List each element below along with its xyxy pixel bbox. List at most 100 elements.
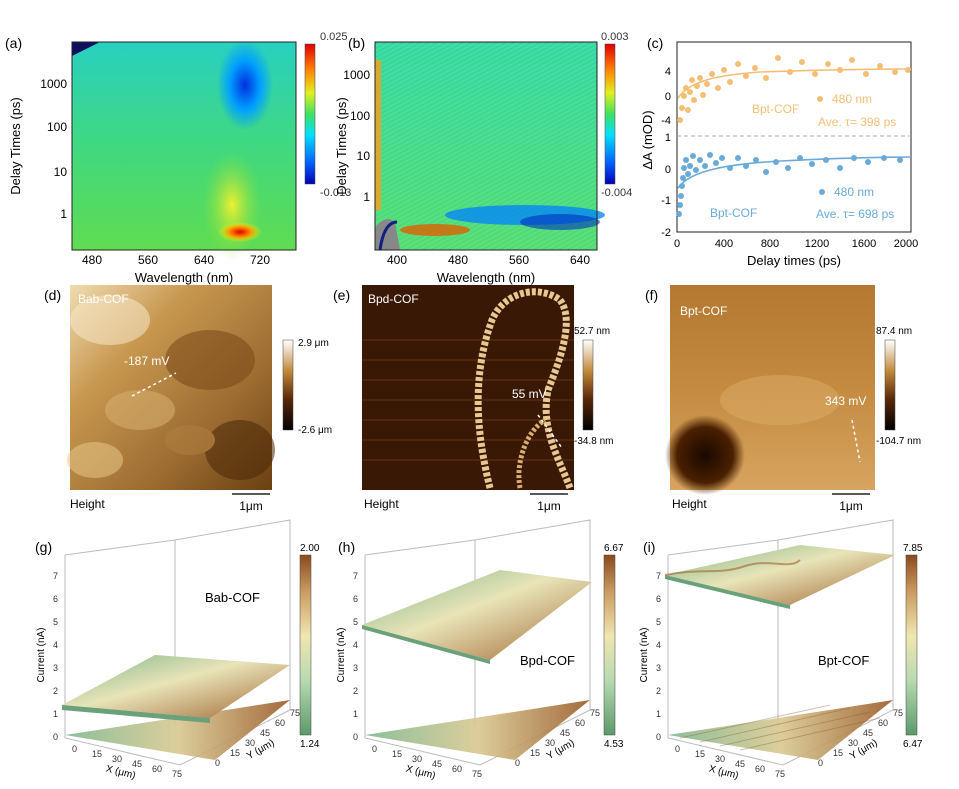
afm-image-e [362, 285, 574, 490]
panel-c: (c) -4 0 4 -2 -1 0 1 0 400 800 1200 1600… [640, 35, 918, 268]
zlabel-g: Current (nA) [36, 627, 47, 682]
legend-top-c: 480 nm [832, 92, 872, 106]
tick-c-top-1: 0 [665, 91, 671, 103]
tick-g-y-1: 15 [230, 748, 240, 758]
tick-i-z-6: 6 [656, 594, 661, 604]
panel-label-f: (f) [645, 287, 658, 303]
scatter-point-bottom-30 [897, 157, 903, 163]
scatter-point-bottom-15 [719, 155, 725, 161]
sample-h: Bpd-COF [520, 653, 575, 668]
tick-x-b-0: 400 [387, 253, 407, 267]
scatter-point-top-9 [697, 75, 703, 81]
sample-f: Bpt-COF [680, 304, 727, 318]
tick-h-z-3: 3 [353, 663, 358, 673]
tick-i-y-5: 75 [893, 708, 903, 718]
series-top-c [677, 55, 911, 123]
scalebar-f: 1μm [839, 499, 863, 513]
colorbar-e [582, 339, 594, 431]
tick-g-z-4: 4 [53, 640, 58, 650]
floor-projection-h [365, 700, 590, 760]
scatter-point-top-23 [812, 71, 818, 77]
tick-h-y-2: 30 [545, 738, 555, 748]
tau-top-c: Ave. τ= 398 ps [818, 115, 896, 129]
scatter-point-bottom-19 [753, 157, 759, 163]
bleach-region-a [217, 40, 273, 130]
scatter-point-top-19 [763, 75, 769, 81]
tick-h-y-0: 0 [515, 758, 520, 768]
scatter-point-top-7 [691, 97, 697, 103]
tick-h-y-4: 60 [575, 718, 585, 728]
mode-f: Height [672, 497, 707, 511]
potential-e: 55 mV [512, 387, 547, 401]
tick-y-a-2: 100 [47, 120, 67, 134]
tick-h-z-7: 7 [353, 571, 358, 581]
colorbar-f [884, 339, 896, 431]
tick-y-b-3: 1000 [343, 68, 370, 82]
tick-h-x-3: 45 [432, 759, 442, 769]
panel-b: (b) 400 480 560 640 1 10 100 1000 Wavele… [334, 31, 632, 285]
cb-min-h: 4.53 [604, 739, 624, 750]
tick-g-z-3: 3 [53, 663, 58, 673]
scale-max-e: 52.7 nm [574, 326, 610, 337]
scatter-point-top-26 [849, 57, 855, 63]
plot-frame-c [676, 41, 912, 233]
tick-h-x-1: 15 [392, 749, 402, 759]
scale-max-d: 2.9 μm [298, 338, 329, 349]
tick-c-top-2: 4 [665, 66, 671, 78]
tick-i-z-5: 5 [656, 617, 661, 627]
colorbar-i [905, 554, 918, 736]
tick-i-z-0: 0 [656, 732, 661, 742]
scatter-point-bottom-28 [865, 159, 871, 165]
scatter-point-top-4 [685, 107, 691, 113]
tick-c-bot-1: -1 [661, 195, 671, 207]
scatter-point-top-0 [677, 117, 683, 123]
tick-g-y-2: 30 [245, 738, 255, 748]
tick-y-b-0: 1 [363, 190, 370, 204]
tick-c-bot-3: 1 [665, 132, 671, 144]
legend-bottom-c: 480 nm [834, 185, 874, 199]
potential-f: 343 mV [825, 394, 866, 408]
colorbar-h [603, 554, 616, 736]
panel-h: (h) Bpd-COF 0 1 2 3 4 5 6 7 0 15 30 45 6… [336, 519, 624, 782]
colorbar-g [299, 554, 312, 736]
edge-b [375, 60, 381, 210]
xlabel-a: Wavelength (nm) [135, 270, 234, 285]
tick-h-z-0: 0 [353, 732, 358, 742]
tick-i-y-1: 15 [833, 748, 843, 758]
tick-y-b-1: 10 [357, 149, 371, 163]
scatter-point-top-2 [681, 93, 687, 99]
fiber-ring-e [474, 288, 574, 490]
surface-i [665, 545, 895, 605]
tick-g-x-4: 60 [152, 764, 162, 774]
tick-x-a-2: 640 [194, 253, 214, 267]
panel-label-c: (c) [647, 35, 663, 51]
tick-x-a-1: 560 [138, 253, 158, 267]
scatter-point-bottom-2 [678, 193, 684, 199]
colorbar-d [282, 339, 294, 431]
tick-c-x-4: 1600 [852, 238, 876, 250]
tick-i-z-4: 4 [656, 640, 661, 650]
scatter-point-bottom-5 [681, 165, 687, 171]
panel-d: (d) Bab-COF -187 mV 2.9 μm -2.6 μm Heigh… [44, 285, 332, 513]
scatter-point-top-22 [799, 59, 805, 65]
hotspot-b [400, 224, 470, 236]
corner-a [72, 42, 100, 56]
tick-g-x-2: 30 [112, 754, 122, 764]
scatter-point-top-12 [709, 71, 715, 77]
tick-c-x-3: 1200 [805, 238, 829, 250]
sample-top-c: Bpt-COF [752, 102, 799, 116]
plume-a [202, 150, 262, 260]
tick-i-z-1: 1 [656, 709, 661, 719]
scatter-point-top-1 [679, 105, 685, 111]
colorbar-a [304, 43, 316, 185]
scatter-point-top-5 [687, 89, 693, 95]
xlabel-b: Wavelength (nm) [437, 270, 536, 285]
tick-c-x-1: 400 [715, 238, 733, 250]
panel-f: (f) Bpt-COF 343 mV 87.4 nm -104.7 nm Hei… [645, 285, 921, 513]
scatter-point-bottom-6 [683, 157, 689, 163]
tick-y-b-2: 100 [350, 109, 370, 123]
tick-h-z-4: 4 [353, 640, 358, 650]
scatter-point-bottom-1 [677, 202, 683, 208]
tick-i-z-3: 3 [656, 663, 661, 673]
tick-i-x-5: 75 [775, 769, 785, 779]
